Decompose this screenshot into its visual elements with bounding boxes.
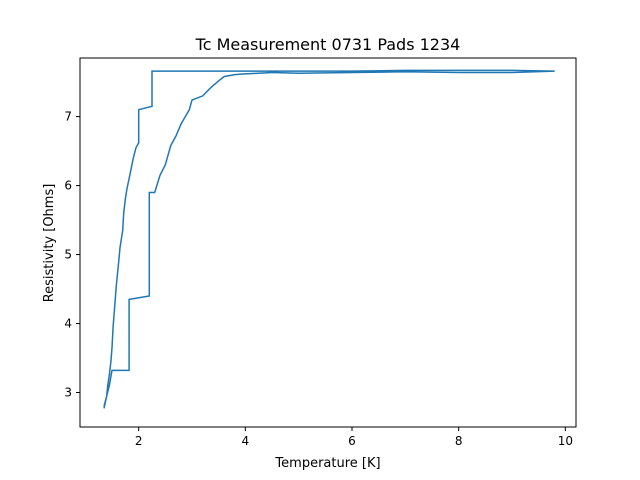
y-axis-label: Resistivity [Ohms] [42,184,57,303]
x-tick-label: 8 [455,434,463,448]
x-tick-label: 6 [348,434,356,448]
plot-frame [79,57,577,428]
x-tick-label: 10 [558,434,573,448]
chart-title: Tc Measurement 0731 Pads 1234 [195,35,461,54]
series-line [103,69,555,409]
x-tick-label: 2 [135,434,143,448]
x-axis-label: Temperature [K] [274,456,380,471]
series-layer [103,69,555,409]
x-tick-label: 4 [242,434,250,448]
y-tick-label: 5 [64,248,72,262]
y-tick-label: 4 [64,317,72,331]
y-tick-label: 6 [64,179,72,193]
y-tick-label: 3 [64,386,72,400]
y-tick-label: 7 [64,110,72,124]
x-axis: 2 4 6 8 10 [135,427,573,448]
y-axis: 3 4 5 6 7 [64,110,80,400]
